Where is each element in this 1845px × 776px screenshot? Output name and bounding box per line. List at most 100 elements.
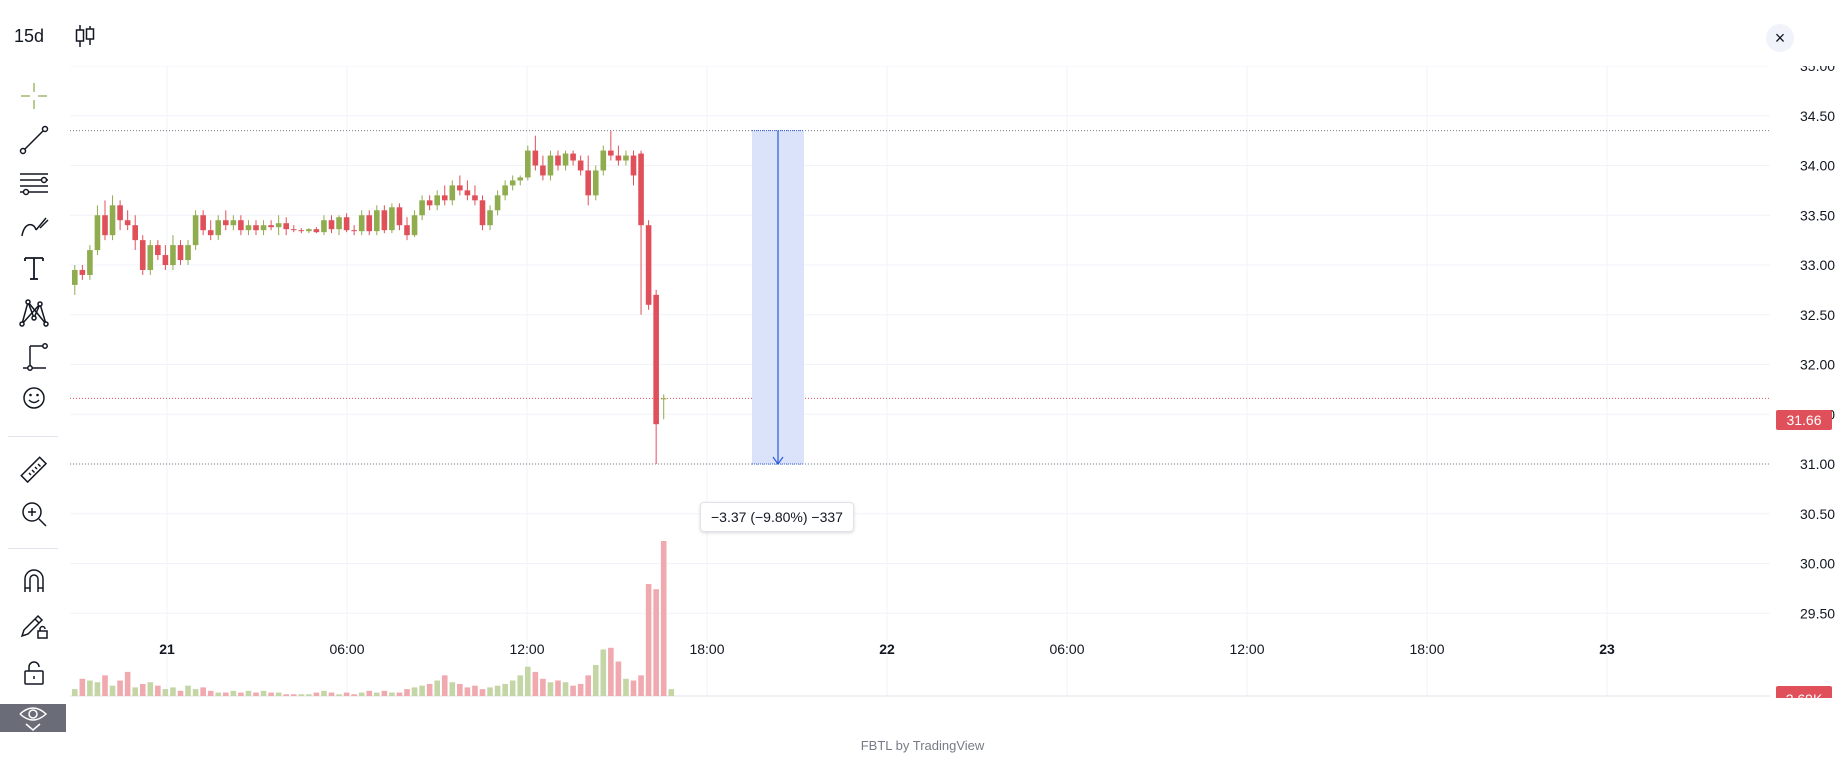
crosshair-icon[interactable] <box>16 78 52 114</box>
close-icon: × <box>1774 27 1786 48</box>
magnet-icon[interactable] <box>16 562 52 598</box>
current-price-badge: 31.66 <box>1776 410 1832 430</box>
price-axis: 35.0034.5034.0033.5033.0032.5032.0031.50… <box>1800 66 1835 621</box>
pattern-icon[interactable] <box>16 294 52 330</box>
candle-body <box>434 195 440 206</box>
volume-bars <box>72 541 675 696</box>
candle-body <box>404 225 410 236</box>
candle-body <box>192 215 199 246</box>
volume-bar <box>608 647 614 696</box>
candle-body <box>343 217 350 231</box>
volume-bar <box>411 687 418 696</box>
volume-bar <box>155 685 161 696</box>
candle-body <box>124 220 131 226</box>
price-tick-label: 29.50 <box>1800 605 1835 621</box>
candle-body <box>464 190 471 196</box>
time-tick-label: 23 <box>1599 641 1615 657</box>
candle-body <box>290 229 297 231</box>
volume-bar <box>207 690 214 696</box>
volume-bar <box>547 682 554 696</box>
candle-body <box>396 207 403 226</box>
time-tick-label: 18:00 <box>1409 641 1444 657</box>
volume-bar <box>79 678 86 696</box>
volume-bar <box>638 675 644 696</box>
candle-body <box>253 225 259 231</box>
price-tick-label: 32.50 <box>1800 307 1835 323</box>
top-bar: 15d × <box>0 0 1845 70</box>
candle-body <box>525 150 531 178</box>
candle-body <box>147 245 154 270</box>
volume-bar <box>600 649 607 696</box>
fib-lines-icon[interactable] <box>16 166 52 202</box>
time-tick-label: 12:00 <box>1229 641 1264 657</box>
volume-bar <box>245 690 252 696</box>
candlestick-icon[interactable] <box>74 24 96 48</box>
volume-bar <box>592 665 599 696</box>
lock-icon[interactable] <box>16 654 52 690</box>
volume-bar <box>494 685 501 696</box>
volume-bar <box>313 692 320 696</box>
candle-body <box>223 220 229 226</box>
volume-bar <box>275 692 282 696</box>
projection-icon[interactable] <box>16 338 52 374</box>
text-icon[interactable] <box>16 250 52 286</box>
time-tick-label: 12:00 <box>509 641 544 657</box>
toolbar-divider <box>8 548 58 549</box>
volume-bar <box>147 682 154 696</box>
volume-bar <box>298 694 305 696</box>
candle-body <box>328 220 335 230</box>
volume-bar <box>449 682 456 696</box>
pencil-lock-icon[interactable] <box>16 608 52 644</box>
volume-bar <box>555 680 561 696</box>
ruler-icon[interactable] <box>16 452 52 488</box>
volume-bar <box>479 689 486 696</box>
volume-bar <box>532 671 539 696</box>
candle-body <box>215 220 222 236</box>
price-tick-label: 35.00 <box>1800 66 1835 74</box>
candle-body <box>358 215 365 232</box>
candle-body <box>623 155 629 161</box>
candle-body <box>615 155 622 161</box>
volume-bar <box>230 690 237 696</box>
candle-body <box>411 215 418 236</box>
volume-bar <box>457 683 463 696</box>
volume-bar <box>540 678 546 696</box>
volume-bar <box>419 685 425 696</box>
volume-bar <box>94 682 101 696</box>
candle-body <box>139 240 146 270</box>
candle-body <box>72 269 78 285</box>
price-tick-label: 32.00 <box>1800 357 1835 373</box>
candle-body <box>117 205 123 221</box>
smiley-icon[interactable] <box>16 380 52 416</box>
volume-bar <box>653 589 659 696</box>
candle-body <box>653 294 659 425</box>
volume-bar <box>366 690 373 696</box>
zoom-in-icon[interactable] <box>16 496 52 532</box>
time-tick-label: 22 <box>879 641 895 657</box>
volume-bar <box>623 678 629 696</box>
interval-selector[interactable]: 15d <box>14 26 45 46</box>
volume-bar <box>328 692 335 696</box>
hide-drawings-button[interactable] <box>0 704 66 732</box>
candle-body <box>283 223 289 230</box>
measure-arrow-head <box>772 456 784 466</box>
candle-body <box>102 215 108 236</box>
price-chart[interactable]: 35.0034.5034.0033.5033.0032.5032.0031.50… <box>70 66 1845 716</box>
volume-bar <box>464 687 471 696</box>
volume-bar <box>170 687 176 696</box>
candle-body <box>570 153 576 161</box>
close-button[interactable]: × <box>1766 24 1794 52</box>
volume-bar <box>487 687 493 696</box>
brush-icon[interactable] <box>16 208 52 244</box>
time-tick-label: 21 <box>159 641 175 657</box>
volume-bar <box>441 675 448 696</box>
candle-body <box>381 210 388 231</box>
candle-body <box>502 185 508 196</box>
candle-body <box>313 229 320 233</box>
volume-bar <box>117 680 123 696</box>
candle-body <box>419 200 425 216</box>
trend-line-icon[interactable] <box>16 122 52 158</box>
volume-bar <box>185 685 191 696</box>
volume-bar <box>389 692 395 696</box>
volume-bar <box>374 692 380 696</box>
